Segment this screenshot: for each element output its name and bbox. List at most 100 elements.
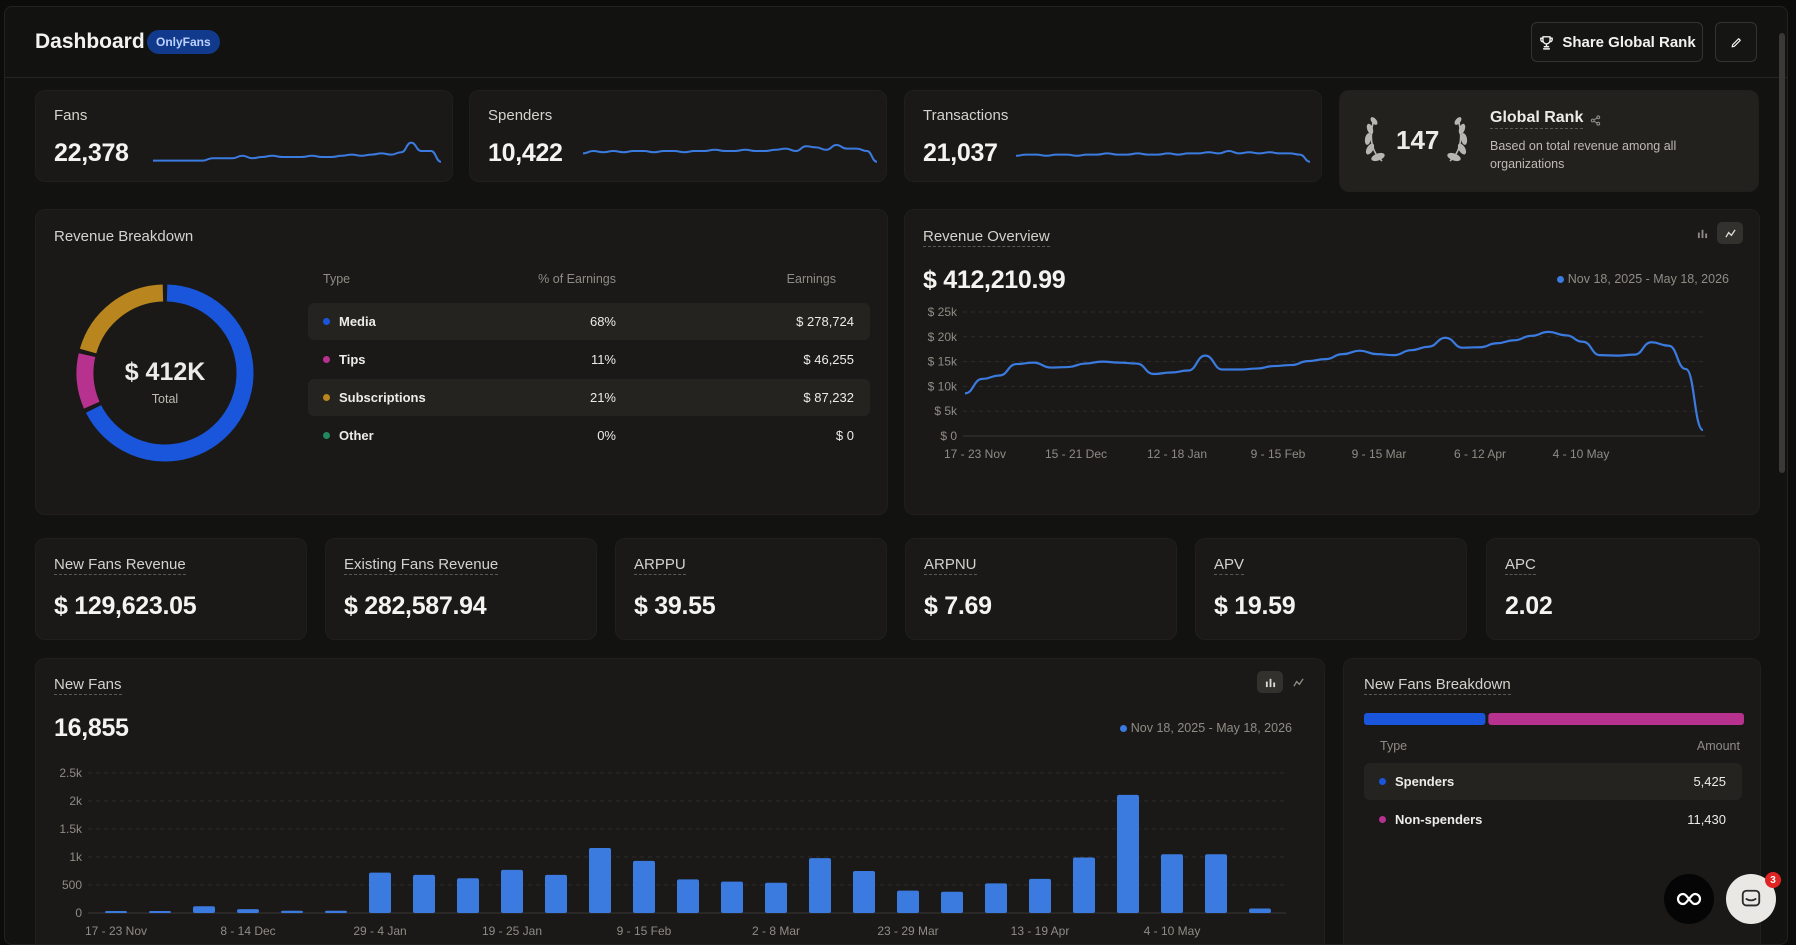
bar[interactable]: [501, 869, 523, 913]
metric-label: New Fans Revenue: [54, 556, 186, 575]
metric-card-arppu[interactable]: ARPPU $ 39.55: [615, 538, 887, 640]
scrollbar-thumb[interactable]: [1779, 33, 1785, 473]
column-amount: Amount: [1696, 739, 1740, 753]
bar[interactable]: [721, 881, 743, 913]
bar-chart-icon: [1265, 678, 1275, 687]
share-icon[interactable]: [1590, 115, 1601, 126]
global-rank-card[interactable]: 147 Global Rank Based on total revenue a…: [1339, 90, 1759, 192]
bar[interactable]: [1029, 878, 1051, 913]
table-row[interactable]: Tips 11% $ 46,255: [308, 341, 870, 378]
legend-dot-non-spenders: [1379, 816, 1386, 823]
metric-card-new-fans-revenue[interactable]: New Fans Revenue $ 129,623.05: [35, 538, 307, 640]
revenue-overview-card: Revenue Overview $ 412,210.99 Nov 18, 20…: [904, 209, 1760, 515]
bar[interactable]: [193, 906, 215, 913]
x-tick-label: 4 - 10 May: [1144, 924, 1201, 938]
bar[interactable]: [545, 874, 567, 913]
infinity-icon: [1676, 892, 1702, 906]
bar-view-toggle[interactable]: [1689, 222, 1715, 244]
column-type: Type: [1380, 739, 1408, 753]
donut-slice-media[interactable]: [85, 284, 254, 462]
bar[interactable]: [897, 890, 919, 913]
table-row[interactable]: Subscriptions 21% $ 87,232: [308, 379, 870, 416]
bar[interactable]: [853, 871, 875, 913]
chat-button[interactable]: [1726, 874, 1776, 924]
bar[interactable]: [765, 882, 787, 913]
metric-card-apc[interactable]: APC 2.02: [1486, 538, 1760, 640]
bar[interactable]: [633, 860, 655, 913]
bar[interactable]: [1161, 854, 1183, 913]
row-pct: 68%: [589, 314, 616, 329]
bar[interactable]: [1073, 857, 1095, 913]
x-tick-label: 29 - 4 Jan: [353, 924, 406, 938]
y-tick-label: 1.5k: [59, 822, 83, 836]
y-tick-label: 2k: [69, 794, 83, 808]
y-tick-label: $ 25k: [928, 305, 958, 319]
stack-segment-spenders[interactable]: [1364, 713, 1486, 725]
y-tick-label: 1k: [69, 850, 83, 864]
table-row[interactable]: Media 68% $ 278,724: [308, 303, 870, 340]
bar[interactable]: [985, 883, 1007, 913]
row-pct: 11%: [590, 352, 616, 367]
table-row[interactable]: Other 0% $ 0: [308, 417, 870, 454]
table-row[interactable]: Non-spenders 11,430: [1364, 801, 1742, 838]
row-amount: 11,430: [1687, 812, 1726, 827]
donut-slice-tips[interactable]: [76, 353, 100, 409]
global-rank-title: Global Rank: [1490, 109, 1584, 129]
stat-card-transactions[interactable]: Transactions 21,037: [904, 90, 1322, 182]
share-global-rank-button[interactable]: Share Global Rank: [1531, 22, 1703, 62]
metric-label: ARPNU: [924, 556, 977, 575]
bar[interactable]: [1249, 908, 1271, 913]
bar[interactable]: [369, 872, 391, 913]
metric-card-existing-fans-revenue[interactable]: Existing Fans Revenue $ 282,587.94: [325, 538, 597, 640]
bar[interactable]: [677, 879, 699, 913]
line-view-toggle[interactable]: [1717, 222, 1743, 244]
dashboard-frame: Dashboard OnlyFans Share Global Rank Fan…: [4, 6, 1788, 945]
bar[interactable]: [941, 891, 963, 913]
stat-card-fans[interactable]: Fans 22,378: [35, 90, 453, 182]
date-range-legend: Nov 18, 2025 - May 18, 2026: [1119, 721, 1292, 735]
revenue-breakdown-title: Revenue Breakdown: [54, 228, 194, 245]
bar[interactable]: [237, 909, 259, 913]
bar[interactable]: [149, 911, 171, 913]
bar[interactable]: [457, 878, 479, 913]
table-row[interactable]: Spenders 5,425: [1364, 763, 1742, 800]
trophy-icon: [1540, 35, 1554, 50]
bar[interactable]: [281, 910, 303, 913]
bar[interactable]: [589, 848, 611, 913]
bar[interactable]: [105, 911, 127, 913]
column-type: Type: [323, 272, 351, 286]
row-earnings: $ 46,255: [803, 352, 854, 367]
revenue-breakdown-card: Revenue Breakdown $ 412K Total Type % of…: [35, 209, 888, 515]
stack-segment-non-spenders[interactable]: [1488, 713, 1744, 725]
metric-card-apv[interactable]: APV $ 19.59: [1195, 538, 1467, 640]
metric-value: $ 39.55: [634, 592, 716, 620]
column-earnings: Earnings: [786, 272, 836, 286]
metric-card-arpnu[interactable]: ARPNU $ 7.69: [905, 538, 1177, 640]
bar[interactable]: [325, 910, 347, 913]
revenue-overview-title: Revenue Overview: [923, 228, 1050, 247]
metric-value: $ 282,587.94: [344, 592, 487, 620]
revenue-series-line: [964, 330, 1705, 432]
donut-slice-subscriptions[interactable]: [79, 284, 164, 354]
stat-card-spenders[interactable]: Spenders 10,422: [469, 90, 887, 182]
notification-badge: 3: [1765, 872, 1781, 888]
row-amount: 5,425: [1693, 774, 1726, 789]
stat-value: 10,422: [488, 139, 563, 167]
edit-button[interactable]: [1715, 22, 1757, 62]
revenue-donut-chart: [76, 284, 254, 462]
revenue-line-chart: $ 0 $ 5k $ 10k $ 15k $ 20k $ 25k 17 - 23 Nov 15…: [928, 305, 1705, 461]
chat-icon: [1741, 889, 1761, 907]
legend-dot-other: [323, 432, 330, 439]
x-tick-label: 2 - 8 Mar: [752, 924, 800, 938]
bar[interactable]: [1117, 794, 1139, 913]
row-earnings: $ 278,724: [796, 314, 854, 329]
assistant-button[interactable]: [1664, 874, 1714, 924]
fans-sparkline: [153, 141, 442, 163]
new-fans-value: 16,855: [54, 714, 129, 742]
bar[interactable]: [809, 858, 831, 913]
legend-dot-tips: [323, 356, 330, 363]
line-view-toggle[interactable]: [1285, 671, 1311, 693]
bar[interactable]: [413, 874, 435, 913]
bar[interactable]: [1205, 854, 1227, 913]
bar-view-toggle[interactable]: [1257, 671, 1283, 693]
